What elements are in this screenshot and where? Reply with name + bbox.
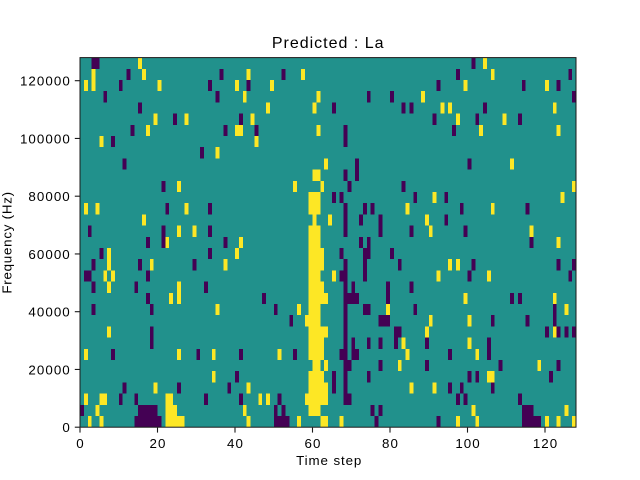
svg-text:20: 20	[150, 436, 167, 451]
svg-text:Time step: Time step	[296, 453, 362, 468]
svg-text:100: 100	[455, 436, 480, 451]
svg-text:Predicted : La: Predicted : La	[272, 35, 385, 52]
svg-text:0: 0	[76, 436, 84, 451]
svg-text:0: 0	[62, 420, 70, 435]
svg-text:120000: 120000	[20, 74, 71, 89]
svg-text:120: 120	[533, 436, 558, 451]
svg-text:40: 40	[227, 436, 244, 451]
svg-text:100000: 100000	[20, 131, 71, 146]
svg-text:60000: 60000	[28, 247, 70, 262]
svg-text:Frequency (Hz): Frequency (Hz)	[0, 191, 14, 293]
svg-text:80000: 80000	[28, 189, 70, 204]
svg-text:60: 60	[305, 436, 322, 451]
svg-text:40000: 40000	[28, 305, 70, 320]
svg-text:80: 80	[382, 436, 399, 451]
svg-text:20000: 20000	[28, 362, 70, 377]
